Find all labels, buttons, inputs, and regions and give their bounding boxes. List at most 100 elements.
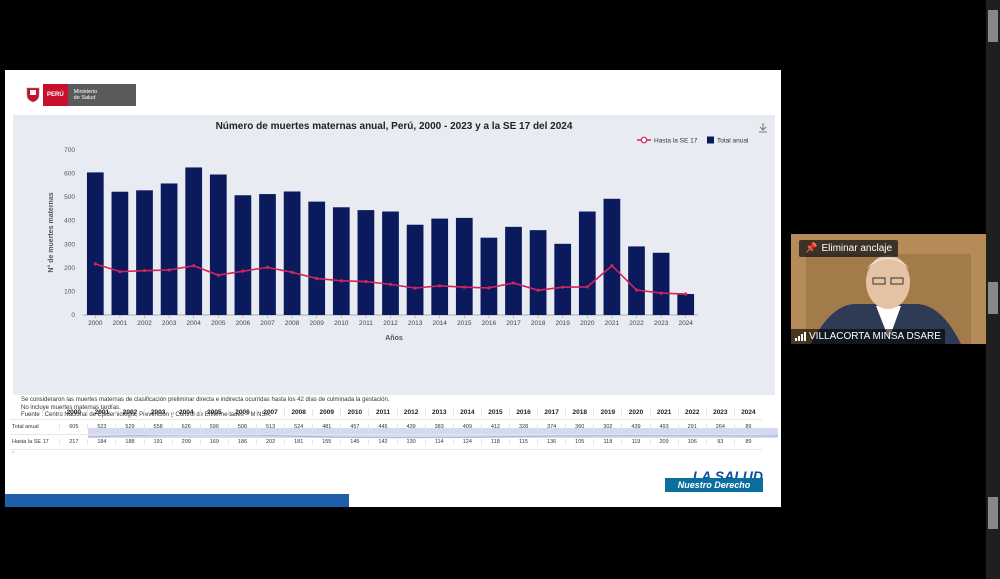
data-table: 2000 2001 2002 2003 2004 2005 2006 2007 2008 2009…	[10, 405, 762, 456]
table-scroll-left-icon[interactable]: ‹	[12, 450, 14, 456]
line-point-2020	[585, 285, 589, 289]
table-header-cell: 2021	[649, 408, 678, 416]
table-cell: 524	[284, 424, 312, 430]
x-tick-label: 2011	[359, 320, 373, 327]
y-tick-label: 400	[64, 218, 75, 225]
table-header-cell: 2017	[537, 408, 565, 416]
line-point-2016	[487, 286, 491, 290]
line-point-2005	[216, 273, 220, 277]
line-point-2004	[192, 264, 196, 268]
line-point-2006	[241, 269, 245, 273]
table-cell: 605	[59, 424, 87, 430]
table-cell: 529	[115, 424, 143, 430]
y-tick-label: 600	[64, 171, 75, 178]
logo-badge: Nuestro Derecho	[665, 478, 763, 492]
table-header-cell: 2001	[87, 408, 115, 416]
participant-name-tag: VILLACORTA MINSA DSARE	[791, 329, 945, 344]
line-point-2019	[561, 285, 565, 289]
table-cell: 106	[677, 439, 706, 445]
table-header-cell: 2023	[705, 408, 734, 416]
table-header-cell: 2016	[509, 408, 537, 416]
strip-tab[interactable]	[988, 10, 998, 42]
logo-top-text: LA SALUD	[692, 470, 763, 478]
line-point-2014	[438, 284, 442, 288]
table-header-cell: 2010	[340, 408, 368, 416]
x-tick-label: 2008	[285, 320, 300, 327]
signal-icon	[795, 332, 806, 341]
table-cell: 114	[424, 439, 453, 445]
note-line: No incluye muertes maternas tardías.	[21, 404, 121, 411]
bar-2016	[480, 237, 498, 315]
table-cell: 130	[396, 439, 425, 445]
x-tick-label: 2024	[678, 320, 693, 327]
table-cell: 209	[171, 439, 200, 445]
table-cell: 439	[396, 424, 425, 430]
table-cell: 119	[621, 439, 649, 445]
bar-2014	[431, 218, 449, 315]
x-tick-label: 2004	[186, 320, 201, 327]
line-point-2008	[290, 270, 294, 274]
bar-2009	[308, 201, 326, 315]
bar-2020	[578, 211, 596, 315]
x-tick-label: 2022	[629, 320, 644, 327]
chart-notes: Se consideraron las muertes maternas de …	[21, 397, 390, 420]
unpin-button[interactable]: 📌 Eliminar anclaje	[799, 240, 899, 257]
download-icon[interactable]	[759, 123, 767, 133]
table-cell: 142	[368, 439, 396, 445]
strip-tab[interactable]	[988, 497, 998, 529]
table-header-cell: 2015	[480, 408, 509, 416]
table-cell: 169	[199, 439, 228, 445]
table-cell: 328	[509, 424, 537, 430]
y-tick-label: 500	[64, 194, 75, 201]
x-tick-label: 2016	[482, 320, 497, 327]
x-tick-label: 2007	[260, 320, 275, 327]
bar-2004	[185, 167, 203, 315]
table-header-cell: 2000	[59, 408, 87, 416]
table-cell: 481	[312, 424, 340, 430]
bar-2003	[160, 183, 178, 315]
x-tick-label: 2001	[113, 320, 128, 327]
x-tick-label: 2000	[88, 320, 103, 327]
legend-swatch-icon	[707, 136, 714, 144]
x-tick-label: 2006	[236, 320, 251, 327]
legend-item-se17: Hasta la SE 17	[654, 138, 698, 145]
x-tick-label: 2002	[137, 320, 152, 327]
table-cell: 124	[452, 439, 481, 445]
table-cell: 155	[312, 439, 340, 445]
peru-shield-icon	[23, 85, 43, 105]
bar-2001	[111, 191, 129, 315]
note-line: Fuente : Centro Nacional de Epidemiologí…	[21, 412, 272, 418]
participant-video[interactable]: 📌 Eliminar anclaje VILLACORTA MINSA DSAR…	[791, 234, 986, 344]
table-cell: 191	[143, 439, 172, 445]
right-scroll-strip	[986, 0, 1000, 579]
table-header-cell: 2008	[284, 408, 312, 416]
table-cell: 383	[424, 424, 453, 430]
bar-2015	[455, 217, 473, 315]
table-header-cell: 2022	[677, 408, 706, 416]
x-tick-label: 2018	[531, 320, 546, 327]
table-header-cell: 2009	[312, 408, 340, 416]
table-cell: 89	[733, 439, 762, 445]
line-point-2018	[536, 288, 540, 292]
bar-2005	[209, 174, 227, 315]
table-cell: 136	[537, 439, 565, 445]
strip-tab[interactable]	[988, 282, 998, 314]
table-cell: 264	[705, 424, 734, 430]
bar-2022	[628, 246, 645, 315]
table-cell: 93	[705, 439, 734, 445]
bar-2010	[332, 207, 350, 315]
ministry-logo: PERÚ Ministerio de Salud	[23, 84, 136, 106]
table-header-cell: 2002	[115, 408, 143, 416]
bar-2024	[677, 294, 695, 315]
shared-screen: PERÚ Ministerio de Salud Número de muerte…	[5, 70, 781, 507]
table-cell: 508	[227, 424, 256, 430]
table-cell: 374	[537, 424, 565, 430]
note-line: Se consideraron las muertes maternas de …	[21, 397, 390, 403]
table-header-cell: 2013	[424, 408, 453, 416]
footer-accent-bar	[5, 494, 349, 507]
x-tick-label: 2010	[334, 320, 349, 327]
legend-item-total: Total anual	[717, 138, 749, 145]
table-cell: 457	[340, 424, 368, 430]
maternal-deaths-chart: Número de muertes maternas anual, Perú, …	[47, 121, 767, 342]
y-axis-label: N° de muertes maternas	[47, 192, 55, 272]
